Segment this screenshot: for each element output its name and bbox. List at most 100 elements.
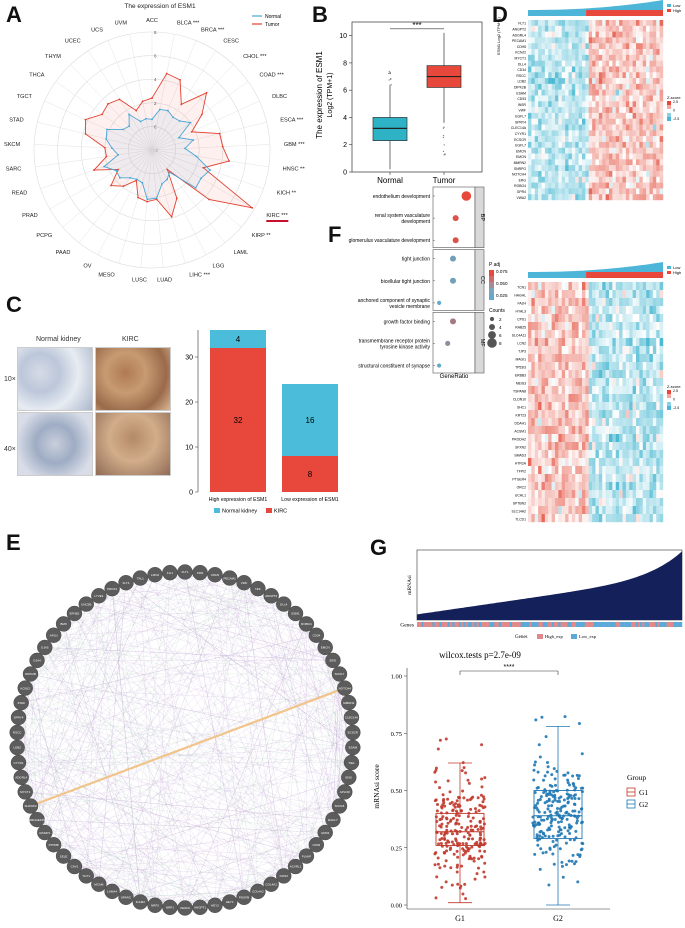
g-genes-cell (474, 622, 477, 627)
heat-cell (615, 66, 620, 73)
heat-cell (538, 78, 542, 85)
g-point-g2 (538, 834, 542, 838)
heat-cell (612, 107, 616, 114)
ihc-normal-10x (17, 347, 93, 411)
radar-point (195, 155, 198, 158)
heat-cell (585, 112, 589, 119)
heat-cell (561, 346, 566, 355)
g-point-g1 (433, 770, 437, 774)
heat-cell (612, 83, 616, 90)
heat-cell (568, 141, 573, 148)
g-point-g2 (538, 830, 542, 834)
g-genes-cell (500, 622, 504, 627)
g-point-g1 (434, 780, 438, 784)
g-point-g2 (555, 838, 559, 842)
network-edge (44, 571, 186, 833)
network-node-label: MYCT1 (20, 790, 30, 794)
radar-point (205, 91, 208, 94)
heat-cell (578, 298, 583, 307)
heat-cell (639, 290, 643, 299)
g-genes-cell (640, 622, 643, 627)
radar-point (228, 160, 230, 162)
heat-cell (652, 25, 657, 32)
heat-cell (602, 159, 606, 166)
heat-cell (592, 182, 596, 189)
heat-cell (649, 49, 654, 56)
heat-cell (555, 450, 559, 459)
heat-cell (632, 37, 637, 44)
heat-cell (571, 322, 576, 331)
heat-cell (659, 418, 664, 427)
network-edge (257, 588, 349, 778)
heat-cell (598, 136, 603, 143)
heat-top-gene: CDH5 (517, 45, 526, 49)
heat-cell (578, 506, 583, 515)
network-edge (18, 571, 186, 763)
g-genes-cell (487, 622, 491, 627)
heat-top-gene: EMCN (516, 155, 527, 159)
g-point-g2 (564, 841, 568, 845)
heat-cell (558, 170, 562, 177)
heat-cell (625, 498, 630, 507)
network-edge (74, 613, 216, 906)
heat-cell (558, 346, 562, 355)
heat-cell (622, 66, 627, 73)
heat-cell (528, 159, 532, 166)
panel-label-g: G (370, 535, 388, 560)
g-point-g2 (538, 815, 542, 819)
heat-cell (555, 282, 559, 291)
heat-cell (585, 322, 589, 331)
heat-cell (551, 498, 556, 507)
heat-cell (652, 101, 657, 108)
heat-cell (571, 306, 576, 315)
heat-cell (531, 514, 535, 523)
heat-cell (659, 54, 664, 61)
heat-cell (548, 498, 552, 507)
heat-cell (585, 83, 589, 90)
g-genes-cell (613, 622, 616, 627)
network-node (29, 811, 45, 828)
heat-cell (612, 514, 616, 523)
heat-cell (622, 458, 627, 467)
g-point-g1 (446, 821, 450, 825)
heat-cell (592, 442, 596, 451)
heat-cell (568, 159, 573, 166)
heat-cell (544, 182, 549, 189)
network-edge (21, 732, 353, 778)
heat-cell (528, 402, 532, 411)
g-genes-cell (629, 622, 632, 627)
heat-cell (561, 282, 566, 291)
heat-cell (659, 182, 664, 189)
heat-cell (538, 49, 542, 56)
heat-cell (649, 124, 654, 131)
heat-cell (558, 466, 562, 475)
heat-cell (568, 402, 573, 411)
heat-cell (551, 298, 556, 307)
network-edge (283, 762, 352, 877)
g-point-g2 (568, 783, 572, 787)
heat-cell (598, 147, 603, 154)
heat-cell (598, 49, 603, 56)
g-genes-cell (591, 622, 594, 627)
heat-cell (585, 136, 589, 143)
heat-cell (538, 330, 542, 339)
heat-cell (605, 182, 610, 189)
heat-cell (528, 176, 532, 183)
heat-cell (531, 466, 535, 475)
g-genes-cell (567, 622, 570, 627)
heat-cell (575, 31, 579, 38)
heat-cell (595, 43, 600, 50)
heat-cell (585, 314, 589, 323)
heat-cell (592, 482, 596, 491)
heat-bottom-gene: CLDN10 (513, 397, 526, 401)
heat-cell (649, 147, 654, 154)
radar-point (158, 108, 161, 111)
heat-cell (659, 370, 664, 379)
heat-cell (625, 426, 630, 435)
heat-cell (598, 370, 603, 379)
heat-cell (551, 354, 556, 363)
heat-cell (561, 378, 566, 387)
heat-cell (561, 450, 566, 459)
network-edge (169, 572, 296, 867)
radar-point (168, 171, 171, 174)
